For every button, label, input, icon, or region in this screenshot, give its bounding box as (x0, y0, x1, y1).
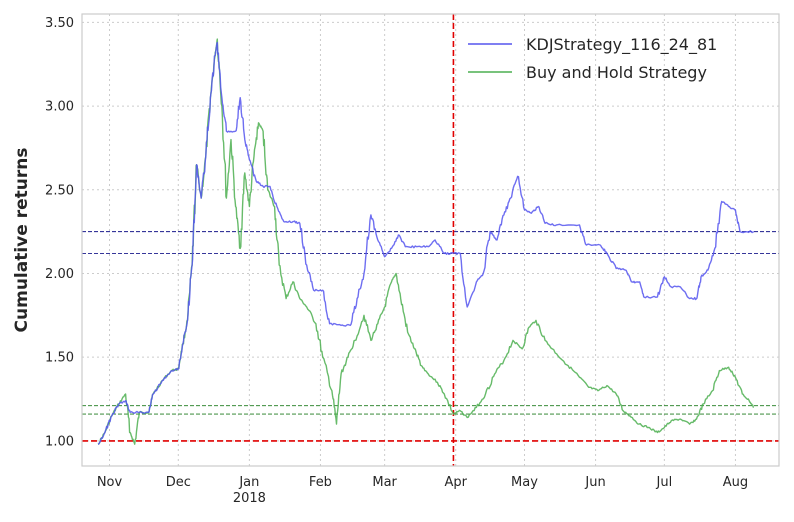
x-tick-label: Nov (97, 475, 123, 490)
x-tick-label: Aug (723, 475, 748, 490)
y-axis: 1.00 1.50 2.00 2.50 3.00 3.50 (45, 16, 74, 450)
x-tick-label: May (511, 475, 538, 490)
legend-label: KDJStrategy_116_24_81 (526, 35, 717, 55)
legend-label: Buy and Hold Strategy (526, 63, 707, 82)
series-layer (97, 38, 755, 445)
legend: KDJStrategy_116_24_81 Buy and Hold Strate… (468, 35, 717, 82)
y-tick-label: 3.50 (45, 16, 74, 31)
x-tick-label: Jul (656, 475, 673, 490)
x-tick-sublabel: 2018 (233, 491, 266, 506)
y-tick-label: 1.00 (45, 434, 74, 449)
y-tick-label: 2.00 (45, 267, 74, 282)
y-tick-label: 3.00 (45, 100, 74, 115)
plot-frame (81, 13, 780, 467)
x-tick-label: Feb (309, 475, 332, 490)
strategy-series-line (97, 41, 755, 445)
reference-lines (82, 14, 779, 466)
x-tick-label: Jan (238, 475, 259, 490)
y-tick-label: 2.50 (45, 183, 74, 198)
x-tick-label: Jun (584, 475, 605, 490)
x-tick-label: Apr (444, 475, 467, 490)
x-tick-label: Dec (166, 475, 191, 490)
x-tick-label: Mar (372, 475, 397, 490)
y-axis-title: Cumulative returns (12, 148, 32, 333)
y-tick-label: 1.50 (45, 351, 74, 366)
